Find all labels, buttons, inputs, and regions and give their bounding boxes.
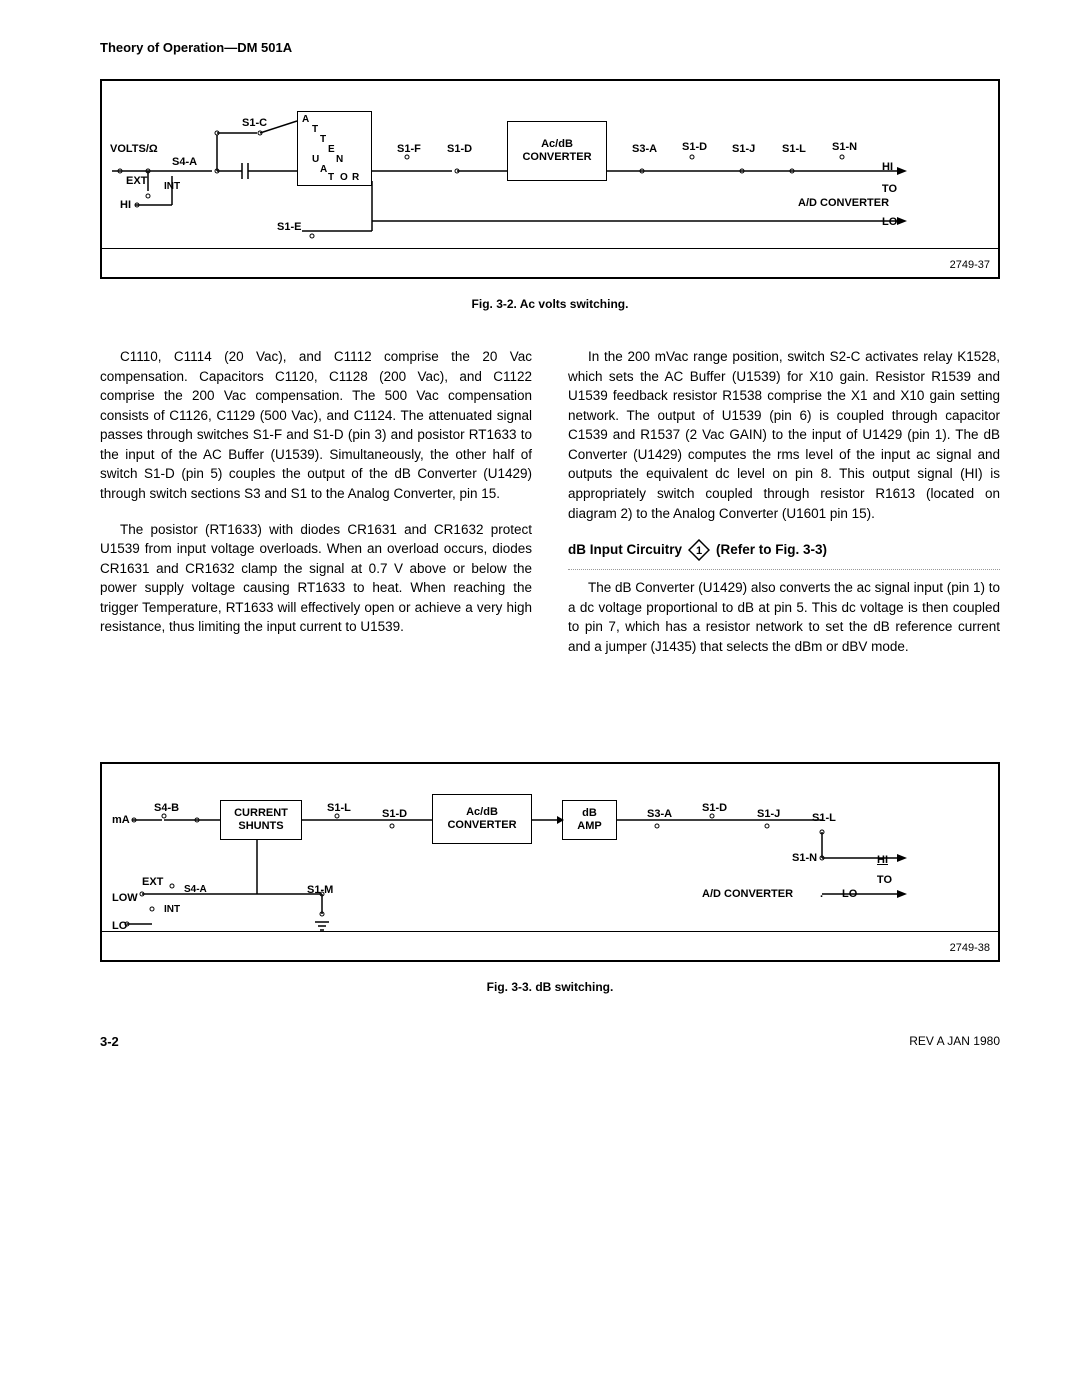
column-right: In the 200 mVac range position, switch S… bbox=[568, 347, 1000, 672]
s1d-label: S1-D bbox=[447, 143, 472, 155]
current-shunts-block: CURRENT SHUNTS bbox=[220, 800, 302, 840]
converter-text-2: CONVERTER bbox=[447, 819, 516, 832]
column-left: C1110, C1114 (20 Vac), and C1112 compris… bbox=[100, 347, 532, 672]
s1j-label: S1-J bbox=[732, 143, 755, 155]
ma-label: mA bbox=[112, 814, 130, 826]
page-footer: 3-2 REV A JAN 1980 bbox=[100, 1034, 1000, 1049]
volts-ohm-label: VOLTS/Ω bbox=[110, 143, 158, 155]
s1l-label: S1-L bbox=[782, 143, 806, 155]
figure-1-caption: Fig. 3-2. Ac volts switching. bbox=[100, 297, 1000, 311]
attenuator-block: A T T E N U A T O R bbox=[297, 111, 372, 186]
to-label-2: TO bbox=[822, 874, 892, 886]
int-label-2: INT bbox=[164, 904, 180, 915]
hi-label: HI bbox=[120, 199, 131, 211]
s1m-label: S1-M bbox=[307, 884, 333, 896]
ad-converter-label-2b: . bbox=[820, 888, 823, 900]
ref-number: 2749-37 bbox=[950, 259, 990, 271]
ext-label: EXT bbox=[126, 175, 147, 187]
s1l-label: S1-L bbox=[327, 802, 351, 814]
low-label: LOW bbox=[112, 892, 138, 904]
diamond-icon: 1 bbox=[688, 539, 710, 561]
converter-text: CONVERTER bbox=[522, 151, 591, 164]
s1f-label: S1-F bbox=[397, 143, 421, 155]
lo-label: LO bbox=[882, 216, 897, 228]
db-amp-block: dB AMP bbox=[562, 800, 617, 840]
revision-date: REV A JAN 1980 bbox=[909, 1034, 1000, 1049]
s4b-label: S4-B bbox=[154, 802, 179, 814]
ref-number-2: 2749-38 bbox=[950, 942, 990, 954]
col2-p2: The dB Converter (U1429) also converts t… bbox=[568, 578, 1000, 656]
current-text: CURRENT bbox=[234, 807, 288, 820]
lo2-label: LO bbox=[842, 888, 857, 900]
dotted-separator bbox=[568, 569, 1000, 570]
db-text: dB bbox=[582, 807, 597, 820]
hi-label-2: HI bbox=[877, 854, 888, 866]
s1d2-label: S1-D bbox=[682, 141, 707, 153]
s4a-label-2: S4-A bbox=[184, 884, 207, 895]
amp-text: AMP bbox=[577, 820, 601, 833]
acdb-converter-block: Ac/dB CONVERTER bbox=[507, 121, 607, 181]
col2-p1: In the 200 mVac range position, switch S… bbox=[568, 347, 1000, 523]
ad-converter-label: A/D CONVERTER bbox=[798, 197, 889, 209]
page-header: Theory of Operation—DM 501A bbox=[100, 40, 1000, 55]
col1-p2: The posistor (RT1633) with diodes CR1631… bbox=[100, 520, 532, 637]
s1n-label-2: S1-N bbox=[792, 852, 817, 864]
ad-converter-label-2: A/D CONVERTER bbox=[702, 888, 793, 900]
s1d2-label-2: S1-D bbox=[702, 802, 727, 814]
int-label: INT bbox=[164, 181, 180, 192]
s1l2-label: S1-L bbox=[812, 812, 836, 824]
s1d-label: S1-D bbox=[382, 808, 407, 820]
acdb-text-2: Ac/dB bbox=[466, 806, 498, 819]
s3a-label-2: S3-A bbox=[647, 808, 672, 820]
shunts-text: SHUNTS bbox=[238, 820, 283, 833]
s4a-label: S4-A bbox=[172, 156, 197, 168]
figure-2-caption: Fig. 3-3. dB switching. bbox=[100, 980, 1000, 994]
heading-text: dB Input Circuitry bbox=[568, 540, 682, 560]
figure-3-2: VOLTS/Ω S1-C S4-A EXT INT HI S1-E A T T … bbox=[100, 79, 1000, 279]
section-heading: dB Input Circuitry 1 (Refer to Fig. 3-3) bbox=[568, 539, 1000, 561]
svg-text:1: 1 bbox=[696, 545, 702, 557]
s1n-label: S1-N bbox=[832, 141, 857, 153]
s1e-label: S1-E bbox=[277, 221, 301, 233]
hi2-label: HI bbox=[882, 161, 893, 173]
acdb-text: Ac/dB bbox=[541, 138, 573, 151]
figure-3-3: mA S4-B CURRENT SHUNTS S1-L S1-D Ac/dB C… bbox=[100, 762, 1000, 962]
ext-label-2: EXT bbox=[142, 876, 163, 888]
s3a-label: S3-A bbox=[632, 143, 657, 155]
to-label: TO bbox=[822, 183, 897, 195]
s1c-label: S1-C bbox=[242, 117, 267, 129]
col1-p1: C1110, C1114 (20 Vac), and C1112 compris… bbox=[100, 347, 532, 504]
s1j-label-2: S1-J bbox=[757, 808, 780, 820]
heading-ref: (Refer to Fig. 3-3) bbox=[716, 540, 827, 560]
text-columns: C1110, C1114 (20 Vac), and C1112 compris… bbox=[100, 347, 1000, 672]
acdb-converter-block-2: Ac/dB CONVERTER bbox=[432, 794, 532, 844]
page-number: 3-2 bbox=[100, 1034, 119, 1049]
